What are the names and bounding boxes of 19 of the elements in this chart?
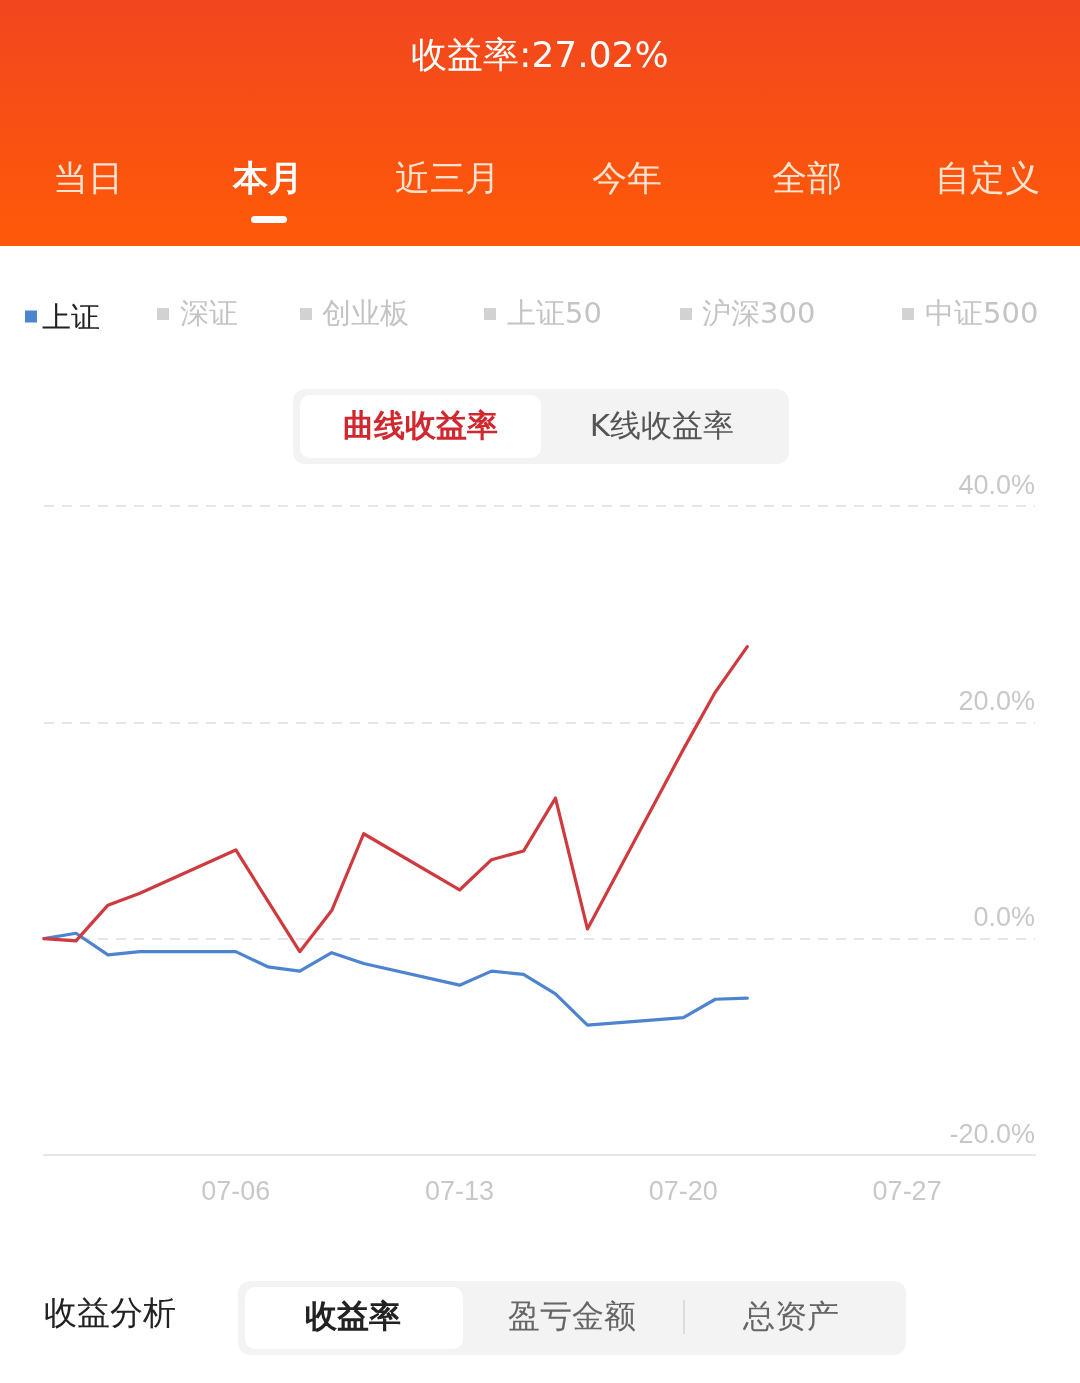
text: 创业板 bbox=[322, 296, 409, 331]
text: 全部 bbox=[772, 157, 842, 199]
text: 收益率 bbox=[305, 1296, 401, 1335]
text: K线收益率 bbox=[589, 407, 735, 444]
legend-label: 上证 bbox=[42, 300, 100, 333]
text: 深证 bbox=[180, 296, 238, 331]
text: 近三月 bbox=[394, 157, 500, 199]
text: 本月 bbox=[233, 157, 303, 199]
text: 盈亏金额 bbox=[508, 1296, 636, 1335]
text: 总资产 bbox=[743, 1296, 839, 1335]
text: 上证50 bbox=[507, 296, 602, 331]
text: 当日 bbox=[53, 157, 123, 199]
text: 自定义 bbox=[934, 157, 1040, 199]
text: 中证500 bbox=[925, 296, 1039, 331]
text: 今年 bbox=[592, 157, 662, 199]
text: 收益分析 bbox=[44, 1293, 176, 1333]
text: 曲线收益率 bbox=[342, 407, 498, 444]
chart-title: 收益率:27.02% bbox=[411, 34, 669, 76]
text: 沪深300 bbox=[702, 296, 816, 331]
